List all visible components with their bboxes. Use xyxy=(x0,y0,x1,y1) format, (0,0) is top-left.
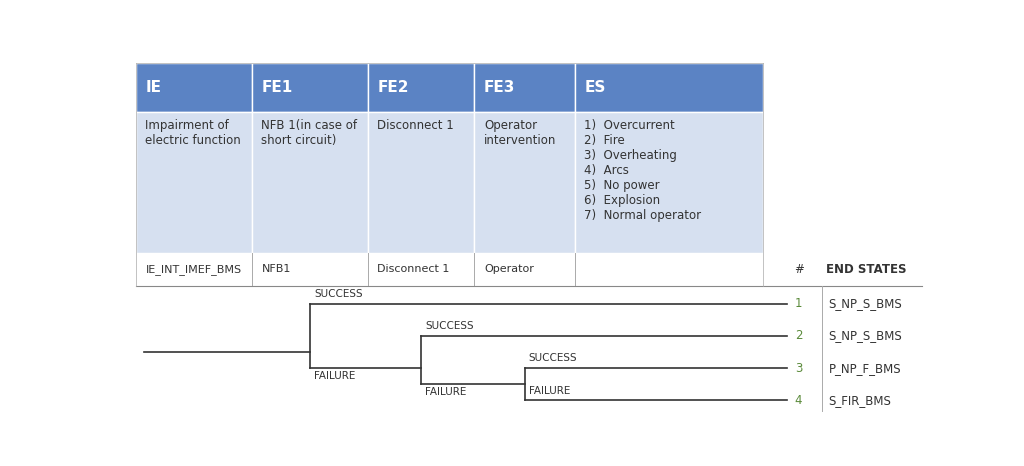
Text: FAILURE: FAILURE xyxy=(314,371,355,381)
Text: FAILURE: FAILURE xyxy=(425,387,467,397)
Text: NFB 1(in case of
short circuit): NFB 1(in case of short circuit) xyxy=(261,119,357,147)
Text: FAILURE: FAILURE xyxy=(528,386,570,396)
FancyBboxPatch shape xyxy=(574,63,763,111)
Text: Operator: Operator xyxy=(484,264,534,274)
FancyBboxPatch shape xyxy=(474,111,574,254)
Text: END STATES: END STATES xyxy=(826,263,907,276)
FancyBboxPatch shape xyxy=(252,63,368,111)
FancyBboxPatch shape xyxy=(574,111,763,254)
Text: SUCCESS: SUCCESS xyxy=(314,289,362,299)
Text: NFB1: NFB1 xyxy=(261,264,291,274)
Text: SUCCESS: SUCCESS xyxy=(528,353,578,363)
Text: IE: IE xyxy=(145,80,162,95)
Text: ES: ES xyxy=(585,80,605,95)
Text: 4: 4 xyxy=(795,394,803,407)
FancyBboxPatch shape xyxy=(136,254,763,286)
Text: S_FIR_BMS: S_FIR_BMS xyxy=(828,394,892,407)
FancyBboxPatch shape xyxy=(136,111,252,254)
Text: Impairment of
electric function: Impairment of electric function xyxy=(145,119,242,147)
Text: S_NP_S_BMS: S_NP_S_BMS xyxy=(828,329,902,343)
Text: S_NP_S_BMS: S_NP_S_BMS xyxy=(828,297,902,310)
Text: 2: 2 xyxy=(795,329,803,343)
Text: Disconnect 1: Disconnect 1 xyxy=(378,119,455,132)
Text: P_NP_F_BMS: P_NP_F_BMS xyxy=(828,362,901,375)
FancyBboxPatch shape xyxy=(252,111,368,254)
Text: 3: 3 xyxy=(795,362,802,375)
Text: Disconnect 1: Disconnect 1 xyxy=(378,264,450,274)
Text: 1)  Overcurrent
2)  Fire
3)  Overheating
4)  Arcs
5)  No power
6)  Explosion
7) : 1) Overcurrent 2) Fire 3) Overheating 4)… xyxy=(585,119,701,222)
FancyBboxPatch shape xyxy=(368,111,474,254)
FancyBboxPatch shape xyxy=(368,63,474,111)
FancyBboxPatch shape xyxy=(474,63,574,111)
Text: #: # xyxy=(794,263,804,276)
Text: FE2: FE2 xyxy=(378,80,409,95)
Text: SUCCESS: SUCCESS xyxy=(425,321,474,331)
Text: FE3: FE3 xyxy=(484,80,515,95)
Text: 1: 1 xyxy=(795,297,803,310)
FancyBboxPatch shape xyxy=(136,63,252,111)
Text: IE_INT_IMEF_BMS: IE_INT_IMEF_BMS xyxy=(145,264,242,275)
Text: Operator
intervention: Operator intervention xyxy=(484,119,556,147)
Text: FE1: FE1 xyxy=(261,80,293,95)
